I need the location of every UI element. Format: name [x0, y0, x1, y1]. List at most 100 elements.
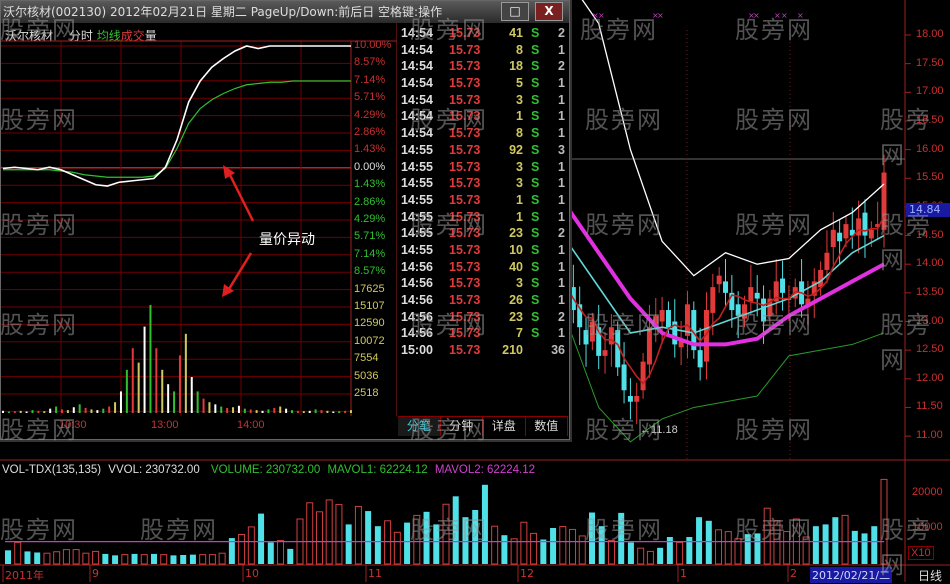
volume-bar-down — [189, 554, 196, 564]
price-axis-label: 11.00 — [916, 429, 943, 442]
volume-bar-up — [354, 505, 362, 565]
trade-price: 15.73 — [449, 59, 481, 74]
intraday-volume-bar — [214, 404, 217, 413]
pct-label-down: 8.57% — [354, 265, 386, 278]
candle-down — [577, 304, 583, 328]
trade-n: 1 — [558, 126, 565, 141]
volume-bar-up — [384, 520, 392, 565]
trade-time: 15:00 — [401, 343, 433, 358]
intraday-volume-bar — [296, 410, 299, 413]
intraday-volume-bar — [326, 410, 329, 413]
trade-vol: 7 — [516, 326, 523, 341]
candle-up — [805, 298, 811, 308]
volume-bar-down — [744, 534, 751, 564]
candle-up — [646, 327, 652, 365]
trade-time: 14:54 — [401, 126, 433, 141]
volume-bar-down — [851, 530, 858, 564]
candle-up — [640, 361, 646, 391]
volume-bar-down — [228, 538, 235, 564]
candle-up — [843, 224, 849, 239]
date-label: 2 — [790, 567, 797, 580]
pct-label-down: 5.71% — [354, 230, 386, 243]
trade-bs: S — [531, 192, 540, 207]
window-titlebar[interactable]: 沃尔核材(002130) 2012年02月21日 星期二 PageUp/Down… — [1, 1, 569, 23]
volume-axis-label: 10072 — [354, 334, 385, 347]
volume-bar-down — [822, 524, 829, 564]
trade-n: 1 — [558, 109, 565, 124]
candle-down — [837, 232, 843, 242]
volume-bar-up — [442, 503, 450, 565]
candle-up — [824, 252, 830, 270]
price-line — [2, 45, 351, 187]
signal-marker: × — [652, 11, 659, 20]
trade-vol: 18 — [509, 59, 523, 74]
intraday-volume-bar — [7, 411, 10, 413]
price-axis-label: 17.00 — [916, 85, 944, 98]
trade-bs: S — [531, 226, 540, 241]
trade-vol: 8 — [516, 126, 523, 141]
trade-vol: 210 — [502, 343, 523, 358]
trade-time: 14:54 — [401, 76, 433, 91]
trade-n: 1 — [558, 209, 565, 224]
tab-0[interactable]: 分笔 — [398, 417, 441, 436]
close-button[interactable]: X — [535, 2, 563, 21]
volume-bar-down — [666, 537, 673, 564]
volume-bar-down — [112, 555, 119, 564]
volume-bar-down — [5, 550, 11, 564]
trade-price: 15.73 — [449, 126, 481, 141]
arrow-head — [222, 284, 234, 297]
volume-bar-down — [618, 512, 625, 564]
price-axis-label: 12.50 — [916, 343, 944, 356]
trade-bs: S — [531, 209, 540, 224]
trade-time: 14:54 — [401, 92, 433, 107]
ma5-line — [566, 215, 885, 385]
trade-price: 15.73 — [449, 92, 481, 107]
volume-bar-down — [589, 512, 595, 564]
intraday-chart[interactable] — [1, 1, 397, 416]
pct-label-down: 1.43% — [354, 178, 386, 191]
trade-row: 14:54 15.73 3 S 1 — [399, 93, 567, 110]
trade-n: 2 — [558, 226, 565, 241]
trade-price: 15.73 — [449, 326, 481, 341]
candle-down — [761, 298, 767, 322]
volume-bar-up — [335, 504, 343, 565]
trade-ticks-list: 14:54 15.73 41 S 2 14:54 15.73 8 S 1 14:54 15.73 18 S… — [399, 26, 567, 360]
trade-price: 15.73 — [449, 242, 481, 257]
pct-label-up: 2.86% — [354, 126, 386, 138]
period-label[interactable]: 日线 — [918, 569, 943, 583]
volume-bar-up — [72, 549, 80, 565]
trade-row: 14:54 15.73 41 S 2 — [399, 26, 567, 43]
candle-up — [589, 321, 595, 342]
intraday-volume-bar — [125, 369, 128, 413]
volume-bar-up — [247, 526, 255, 565]
volume-bar-down — [287, 548, 294, 564]
volume-bar-up — [121, 554, 129, 565]
maximize-button[interactable]: □ — [501, 2, 529, 21]
trade-row: 14:56 15.73 3 S 1 — [399, 276, 567, 293]
trade-row: 15:00 15.73 210 36 — [399, 343, 567, 360]
trade-vol: 3 — [516, 276, 523, 291]
trade-bs: S — [531, 142, 540, 157]
candle-down — [735, 304, 741, 316]
stock-name: 沃尔核材 — [5, 29, 54, 43]
time-label: 10:30 — [59, 419, 87, 431]
tab-3[interactable]: 数值 — [526, 417, 568, 436]
trade-time: 14:55 — [401, 209, 433, 224]
volume-bar-up — [841, 514, 849, 565]
volume-bar-down — [404, 522, 411, 564]
trade-n: 36 — [551, 343, 565, 358]
trade-time: 14:55 — [401, 142, 433, 157]
volume-bar-down — [686, 537, 693, 564]
trade-bs: S — [531, 242, 540, 257]
volume-bar-up — [578, 535, 586, 565]
pct-label-down: 4.29% — [354, 213, 386, 225]
tab-1[interactable]: 分钟 — [441, 417, 483, 436]
volume-bar-up — [208, 554, 216, 565]
pct-label-up: 10.00% — [354, 39, 392, 51]
tab-2[interactable]: 详盘 — [483, 417, 526, 436]
trade-price: 15.73 — [449, 76, 481, 91]
signal-marker: × — [797, 11, 804, 20]
candle-down — [596, 327, 602, 356]
vol-unit: X10 — [908, 546, 934, 560]
